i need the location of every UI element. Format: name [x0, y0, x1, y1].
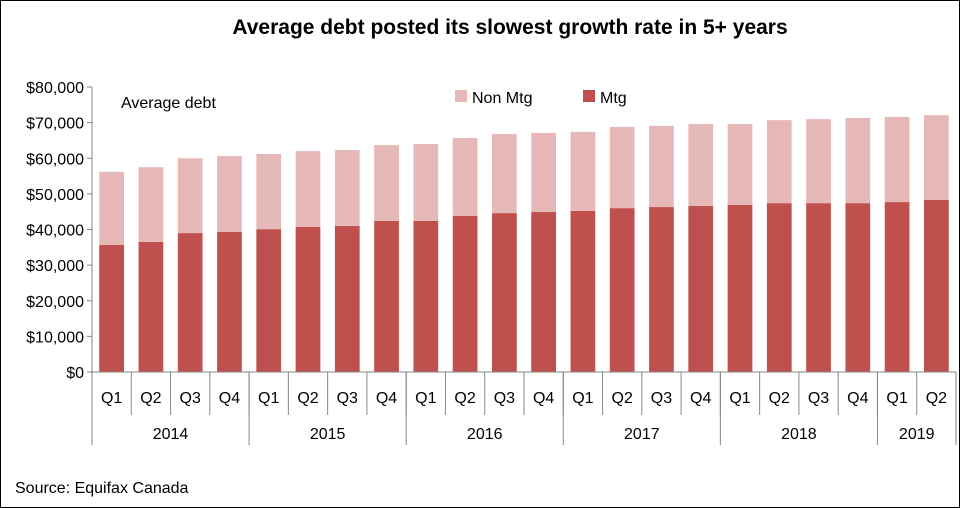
bar-mtg	[609, 208, 635, 372]
legend-swatch-non-mtg	[455, 90, 467, 102]
legend-label-non-mtg: Non Mtg	[472, 90, 532, 107]
x-tick-label: Q3	[808, 390, 829, 407]
y-tick-label: $40,000	[26, 223, 84, 240]
bar-mtg	[295, 227, 321, 372]
x-tick-label: Q1	[729, 390, 750, 407]
y-tick-label: $30,000	[26, 258, 84, 275]
y-axis: $0 $10,000 $20,000 $30,000 $40,000 $50,000 $60…	[26, 80, 93, 382]
bar-non-mtg	[845, 117, 871, 204]
year-label: 2014	[153, 426, 189, 443]
y-tick-label: $60,000	[26, 151, 84, 168]
bar-mtg	[491, 213, 517, 372]
year-label: 2018	[781, 426, 817, 443]
x-tick-label: Q4	[533, 390, 554, 407]
bar-mtg	[452, 215, 478, 372]
bar-mtg	[727, 204, 753, 372]
x-tick-label: Q1	[415, 390, 436, 407]
y-tick-label: $50,000	[26, 187, 84, 204]
x-tick-label: Q4	[690, 390, 711, 407]
bar-mtg	[688, 205, 714, 372]
x-axis: Q1 Q2 Q3 Q4 Q1 Q2 Q3 Q4 Q1 Q2 Q3 Q4 Q1 Q2 Q3 Q4 Q1 Q2 Q3 Q4…	[91, 371, 957, 445]
bar-mtg	[256, 229, 282, 372]
bar-mtg	[845, 203, 871, 372]
bar-non-mtg	[727, 124, 753, 205]
bar-mtg	[531, 212, 557, 372]
x-tick-label: Q1	[101, 390, 122, 407]
x-tick-label: Q2	[140, 390, 161, 407]
x-tick-label: Q2	[769, 390, 790, 407]
bar-mtg	[806, 203, 831, 372]
year-label: 2019	[899, 426, 935, 443]
x-tick-label: Q3	[337, 390, 358, 407]
bar-non-mtg	[491, 134, 517, 214]
bar-mtg	[374, 220, 399, 372]
y-tick-label: $80,000	[26, 80, 84, 97]
bar-mtg	[923, 199, 949, 372]
x-tick-label: Q4	[219, 390, 240, 407]
bar-non-mtg	[217, 156, 242, 232]
chart-title: Average debt posted its slowest growth r…	[232, 16, 787, 39]
bar-non-mtg	[99, 171, 125, 245]
y-tick-label: $10,000	[26, 329, 84, 346]
x-tick-label: Q2	[612, 390, 633, 407]
source-note: Source: Equifax Canada	[15, 480, 189, 497]
y-tick-label: $20,000	[26, 294, 84, 311]
bar-mtg	[217, 231, 242, 372]
bar-mtg	[177, 233, 203, 372]
bar-non-mtg	[884, 116, 910, 203]
bar-mtg	[649, 207, 674, 372]
bar-mtg	[413, 220, 439, 372]
bars	[99, 115, 949, 372]
x-tick-label: Q3	[651, 390, 672, 407]
x-tick-label: Q1	[572, 390, 593, 407]
bar-non-mtg	[649, 125, 674, 208]
y-tick-label: $0	[66, 365, 84, 382]
bar-mtg	[766, 203, 792, 372]
bar-mtg	[99, 244, 125, 372]
year-label: 2017	[624, 426, 660, 443]
x-tick-label: Q3	[494, 390, 515, 407]
bar-non-mtg	[295, 151, 321, 228]
bar-non-mtg	[374, 145, 399, 221]
x-tick-label: Q1	[886, 390, 907, 407]
legend-label-mtg: Mtg	[600, 90, 627, 107]
legend: Non Mtg Mtg	[455, 90, 627, 107]
x-tick-label: Q4	[847, 390, 868, 407]
x-tick-label: Q1	[258, 390, 279, 407]
bar-non-mtg	[766, 120, 792, 204]
bar-non-mtg	[334, 150, 360, 226]
bar-non-mtg	[138, 167, 164, 242]
x-tick-label: Q2	[297, 390, 318, 407]
bar-mtg	[138, 241, 164, 372]
x-tick-label: Q4	[376, 390, 397, 407]
bar-non-mtg	[688, 124, 714, 206]
bar-non-mtg	[413, 144, 439, 221]
bar-mtg	[334, 225, 360, 372]
bar-non-mtg	[570, 131, 596, 211]
year-label: 2015	[310, 426, 346, 443]
bar-mtg	[884, 202, 910, 372]
bar-non-mtg	[177, 158, 203, 234]
year-label: 2016	[467, 426, 503, 443]
x-tick-label: Q2	[454, 390, 475, 407]
annotation-average-debt: Average debt	[121, 95, 216, 112]
legend-swatch-mtg	[583, 90, 595, 102]
bar-mtg	[570, 210, 596, 372]
bar-non-mtg	[923, 115, 949, 200]
bar-non-mtg	[531, 132, 557, 213]
x-tick-label: Q2	[926, 390, 947, 407]
bar-non-mtg	[256, 153, 282, 230]
bar-non-mtg	[609, 126, 635, 209]
y-tick-label: $70,000	[26, 116, 84, 133]
bar-non-mtg	[806, 119, 831, 204]
bar-non-mtg	[452, 137, 478, 216]
x-tick-label: Q3	[180, 390, 201, 407]
